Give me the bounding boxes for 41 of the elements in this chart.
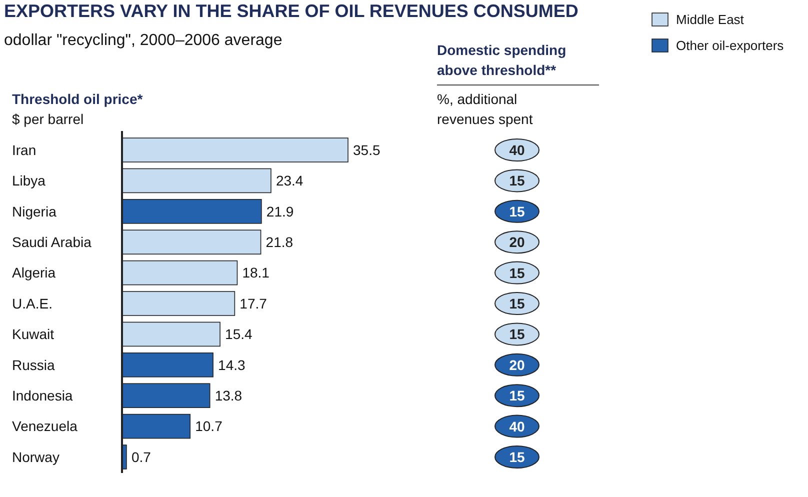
data-label: 18.1 bbox=[242, 264, 270, 281]
data-label: 40 bbox=[509, 418, 525, 434]
data-label: 15 bbox=[509, 388, 525, 404]
y-tick-label: Norway bbox=[12, 448, 60, 465]
data-label: 23.4 bbox=[276, 172, 304, 189]
data-label: 0.7 bbox=[131, 448, 152, 465]
data-label: 15.4 bbox=[225, 326, 252, 342]
data-label: 15 bbox=[509, 172, 525, 189]
data-label: 10.7 bbox=[195, 418, 223, 434]
data-label: 13.8 bbox=[214, 388, 242, 404]
y-tick-label: Nigeria bbox=[12, 203, 57, 220]
legend-label: Other oil-exporters bbox=[676, 38, 784, 54]
y-tick-label: Venezuela bbox=[12, 418, 78, 434]
y-tick-label: Indonesia bbox=[12, 388, 73, 404]
data-label: 15 bbox=[509, 296, 525, 312]
data-label: 40 bbox=[509, 142, 525, 158]
y-tick-label: Kuwait bbox=[12, 326, 54, 342]
y-tick-label: Russia bbox=[12, 356, 56, 373]
data-label: 21.9 bbox=[266, 203, 294, 220]
data-label: 15 bbox=[509, 449, 525, 466]
text: %, additional revenues spent bbox=[437, 91, 533, 127]
x-axis-title: Threshold oil price* bbox=[12, 91, 144, 107]
data-label: 21.8 bbox=[266, 234, 294, 250]
text: $ per barrel bbox=[12, 111, 84, 127]
y-tick-label: U.A.E. bbox=[12, 295, 52, 312]
data-label: 17.7 bbox=[240, 295, 268, 312]
y-tick-label: Algeria bbox=[12, 264, 56, 281]
y-tick-label: Saudi Arabia bbox=[12, 234, 92, 250]
legend-label: Middle East bbox=[676, 12, 744, 28]
y-tick-label: Libya bbox=[12, 172, 46, 189]
data-label: 15 bbox=[509, 264, 525, 281]
text: Domestic spending above threshold** bbox=[437, 42, 566, 78]
y-tick-label: Iran bbox=[12, 142, 36, 158]
data-label: 35.5 bbox=[353, 142, 380, 158]
chart-title: EXPORTERS VARY IN THE SHARE OF OIL REVENUES CONSUMED bbox=[4, 1, 578, 21]
data-label: 20 bbox=[509, 356, 525, 373]
data-label: 15 bbox=[509, 203, 525, 220]
data-label: 15 bbox=[509, 326, 525, 342]
chart-subtitle: odollar "recycling", 2000–2006 average bbox=[4, 32, 282, 49]
data-label: 14.3 bbox=[218, 356, 246, 373]
data-label: 20 bbox=[509, 234, 525, 250]
